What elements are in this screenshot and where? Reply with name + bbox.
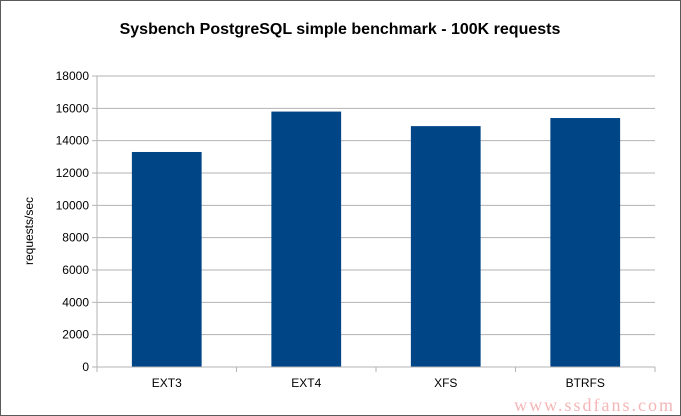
bar-xfs bbox=[410, 126, 481, 367]
bar-btrfs bbox=[550, 118, 621, 368]
y-tick-label: 12000 bbox=[56, 166, 90, 180]
y-tick-labels: 0 2000 4000 6000 8000 10000 12000 14000 16000 180… bbox=[56, 69, 90, 374]
x-tick-label: EXT3 bbox=[152, 376, 182, 390]
x-tick-label: BTRFS bbox=[566, 376, 605, 390]
y-tick-label: 2000 bbox=[62, 328, 89, 342]
bar-ext4 bbox=[271, 111, 342, 367]
y-tick-label: 10000 bbox=[56, 198, 90, 212]
y-axis-label: requests/sec bbox=[22, 197, 36, 265]
x-tick-label: XFS bbox=[434, 376, 457, 390]
y-tick-label: 18000 bbox=[56, 69, 90, 83]
bars bbox=[131, 111, 621, 368]
y-tick-label: 8000 bbox=[62, 231, 89, 245]
y-tick-label: 4000 bbox=[62, 295, 89, 309]
y-tick-label: 6000 bbox=[62, 263, 89, 277]
y-tick-label: 14000 bbox=[56, 134, 90, 148]
y-tick-label: 16000 bbox=[56, 101, 90, 115]
watermark: www.ssdfans.com bbox=[514, 395, 675, 415]
x-tick-label: EXT4 bbox=[291, 376, 321, 390]
axes bbox=[92, 75, 656, 372]
chart-title: Sysbench PostgreSQL simple benchmark - 1… bbox=[120, 21, 561, 38]
bar-ext3 bbox=[131, 151, 202, 367]
y-tick-label: 0 bbox=[82, 360, 89, 374]
x-tick-labels: EXT3 EXT4 XFS BTRFS bbox=[152, 376, 605, 390]
